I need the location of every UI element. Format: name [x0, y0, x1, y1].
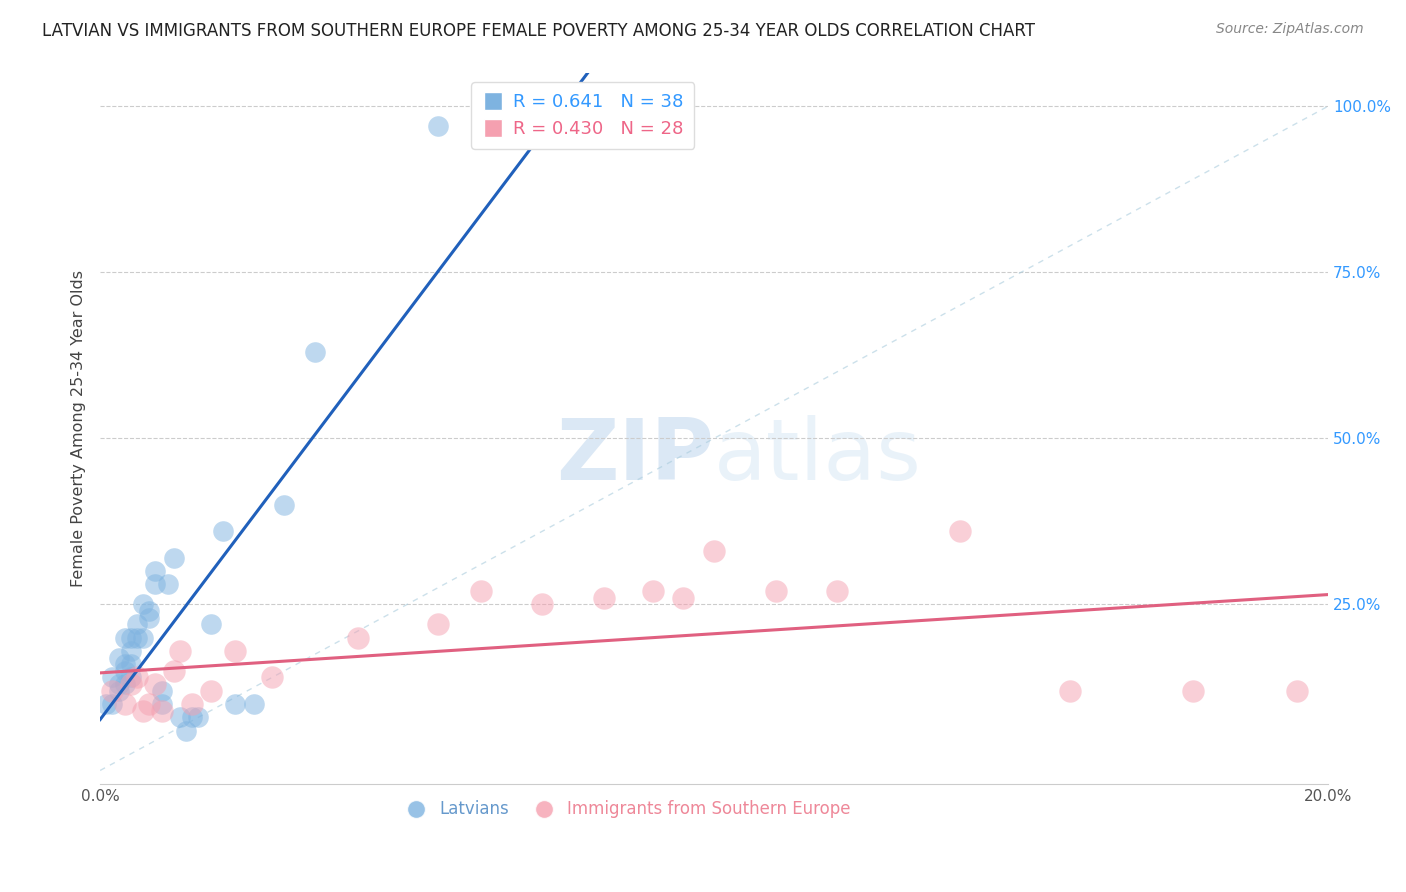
- Point: [641, 584, 664, 599]
- Point: [120, 657, 142, 672]
- Point: [125, 670, 148, 684]
- Point: [1059, 683, 1081, 698]
- Text: Source: ZipAtlas.com: Source: ZipAtlas.com: [1216, 22, 1364, 37]
- Text: atlas: atlas: [714, 416, 922, 499]
- Point: [672, 591, 695, 605]
- Point: [114, 697, 136, 711]
- Point: [101, 683, 124, 698]
- Point: [592, 591, 614, 605]
- Point: [114, 657, 136, 672]
- Point: [125, 617, 148, 632]
- Point: [145, 677, 167, 691]
- Point: [163, 664, 186, 678]
- Point: [426, 119, 449, 133]
- Point: [426, 617, 449, 632]
- Point: [107, 650, 129, 665]
- Point: [114, 677, 136, 691]
- Legend: Latvians, Immigrants from Southern Europe: Latvians, Immigrants from Southern Europ…: [399, 794, 858, 825]
- Point: [125, 631, 148, 645]
- Point: [1286, 683, 1309, 698]
- Point: [132, 631, 155, 645]
- Point: [260, 670, 283, 684]
- Point: [138, 610, 160, 624]
- Point: [107, 683, 129, 698]
- Point: [145, 577, 167, 591]
- Point: [114, 664, 136, 678]
- Point: [120, 644, 142, 658]
- Point: [224, 697, 246, 711]
- Point: [150, 697, 173, 711]
- Point: [101, 697, 124, 711]
- Point: [145, 564, 167, 578]
- Point: [200, 617, 222, 632]
- Point: [169, 710, 191, 724]
- Point: [120, 631, 142, 645]
- Point: [132, 704, 155, 718]
- Point: [156, 577, 179, 591]
- Text: LATVIAN VS IMMIGRANTS FROM SOUTHERN EUROPE FEMALE POVERTY AMONG 25-34 YEAR OLDS : LATVIAN VS IMMIGRANTS FROM SOUTHERN EURO…: [42, 22, 1035, 40]
- Point: [150, 683, 173, 698]
- Point: [181, 697, 204, 711]
- Point: [132, 598, 155, 612]
- Point: [519, 119, 541, 133]
- Point: [138, 697, 160, 711]
- Point: [1182, 683, 1205, 698]
- Point: [187, 710, 209, 724]
- Point: [531, 598, 554, 612]
- Point: [150, 704, 173, 718]
- Point: [212, 524, 235, 539]
- Point: [120, 677, 142, 691]
- Point: [949, 524, 972, 539]
- Point: [347, 631, 370, 645]
- Point: [200, 683, 222, 698]
- Y-axis label: Female Poverty Among 25-34 Year Olds: Female Poverty Among 25-34 Year Olds: [72, 270, 86, 587]
- Point: [242, 697, 264, 711]
- Point: [138, 604, 160, 618]
- Point: [304, 345, 326, 359]
- Point: [703, 544, 725, 558]
- Point: [470, 584, 492, 599]
- Point: [174, 723, 197, 738]
- Point: [120, 670, 142, 684]
- Point: [114, 631, 136, 645]
- Point: [107, 677, 129, 691]
- Point: [825, 584, 848, 599]
- Point: [181, 710, 204, 724]
- Point: [169, 644, 191, 658]
- Point: [163, 550, 186, 565]
- Text: ZIP: ZIP: [557, 416, 714, 499]
- Point: [101, 670, 124, 684]
- Point: [765, 584, 787, 599]
- Point: [224, 644, 246, 658]
- Point: [96, 697, 118, 711]
- Point: [273, 498, 295, 512]
